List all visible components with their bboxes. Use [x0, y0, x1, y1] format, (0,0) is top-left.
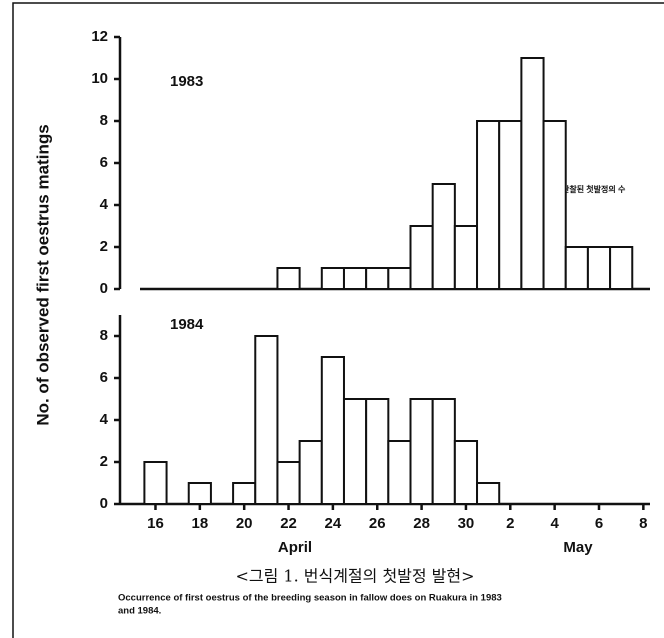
- bar: [431, 398, 456, 505]
- bar: [542, 120, 567, 290]
- bar: [143, 461, 168, 505]
- bar: [276, 267, 301, 290]
- y-tick-label: 4: [100, 196, 109, 213]
- bar: [365, 267, 390, 290]
- y-tick-label: 2: [100, 453, 108, 470]
- bar: [365, 398, 390, 505]
- bar: [431, 183, 456, 290]
- bar: [609, 246, 634, 290]
- bar: [232, 482, 257, 505]
- caption-ko: <그림 1. 번식계절의 첫발정 발현>: [235, 567, 474, 586]
- x-tick-label: 2: [506, 515, 514, 532]
- bar: [276, 461, 301, 505]
- bar: [320, 267, 345, 290]
- y-tick-label: 12: [91, 28, 108, 45]
- y-tick-label: 6: [100, 369, 108, 386]
- x-group-label: May: [563, 539, 593, 556]
- x-tick-label: 20: [236, 515, 253, 532]
- annotation: 관찰된 첫발정의 수: [562, 184, 626, 194]
- y-tick-label: 8: [100, 112, 108, 129]
- x-tick-label: 8: [639, 515, 647, 532]
- bar: [564, 246, 589, 290]
- frame: [12, 2, 664, 638]
- bar: [320, 356, 345, 505]
- x-tick-label: 26: [369, 515, 386, 532]
- caption-en: Occurrence of first oestrus of the breed…: [118, 593, 502, 604]
- x-tick-label: 4: [550, 515, 559, 532]
- x-tick-label: 16: [147, 515, 164, 532]
- bar: [453, 225, 479, 290]
- bar: [476, 120, 501, 290]
- x-tick-label: 30: [458, 515, 475, 532]
- bar: [187, 482, 212, 505]
- y-tick-label: 4: [100, 411, 109, 428]
- bar: [409, 225, 434, 290]
- x-tick-label: 22: [280, 515, 297, 532]
- y-tick-label: 6: [100, 154, 108, 171]
- x-tick-label: 24: [325, 515, 342, 532]
- x-group-label: April: [278, 539, 312, 556]
- y-tick-label: 0: [100, 495, 108, 512]
- bar: [342, 398, 368, 505]
- bar: [254, 335, 279, 505]
- panel-label: 1983: [170, 73, 203, 90]
- x-tick-label: 18: [191, 515, 208, 532]
- bar: [387, 267, 412, 290]
- y-tick-label: 8: [100, 327, 108, 344]
- bar: [453, 440, 479, 505]
- y-tick-label: 0: [100, 280, 108, 297]
- y-tick-label: 2: [100, 238, 108, 255]
- bar: [520, 57, 545, 290]
- x-tick-label: 28: [413, 515, 430, 532]
- caption-en: and 1984.: [118, 606, 161, 617]
- bar: [298, 440, 323, 505]
- bar: [498, 120, 523, 290]
- y-axis-label: No. of observed first oestrus matings: [33, 124, 52, 425]
- x-tick-label: 6: [595, 515, 603, 532]
- panel-label: 1984: [170, 316, 204, 333]
- y-tick-label: 10: [91, 70, 108, 87]
- bar: [409, 398, 434, 505]
- bar: [586, 246, 612, 290]
- bar: [476, 482, 501, 505]
- bar: [387, 440, 412, 505]
- bar: [342, 267, 368, 290]
